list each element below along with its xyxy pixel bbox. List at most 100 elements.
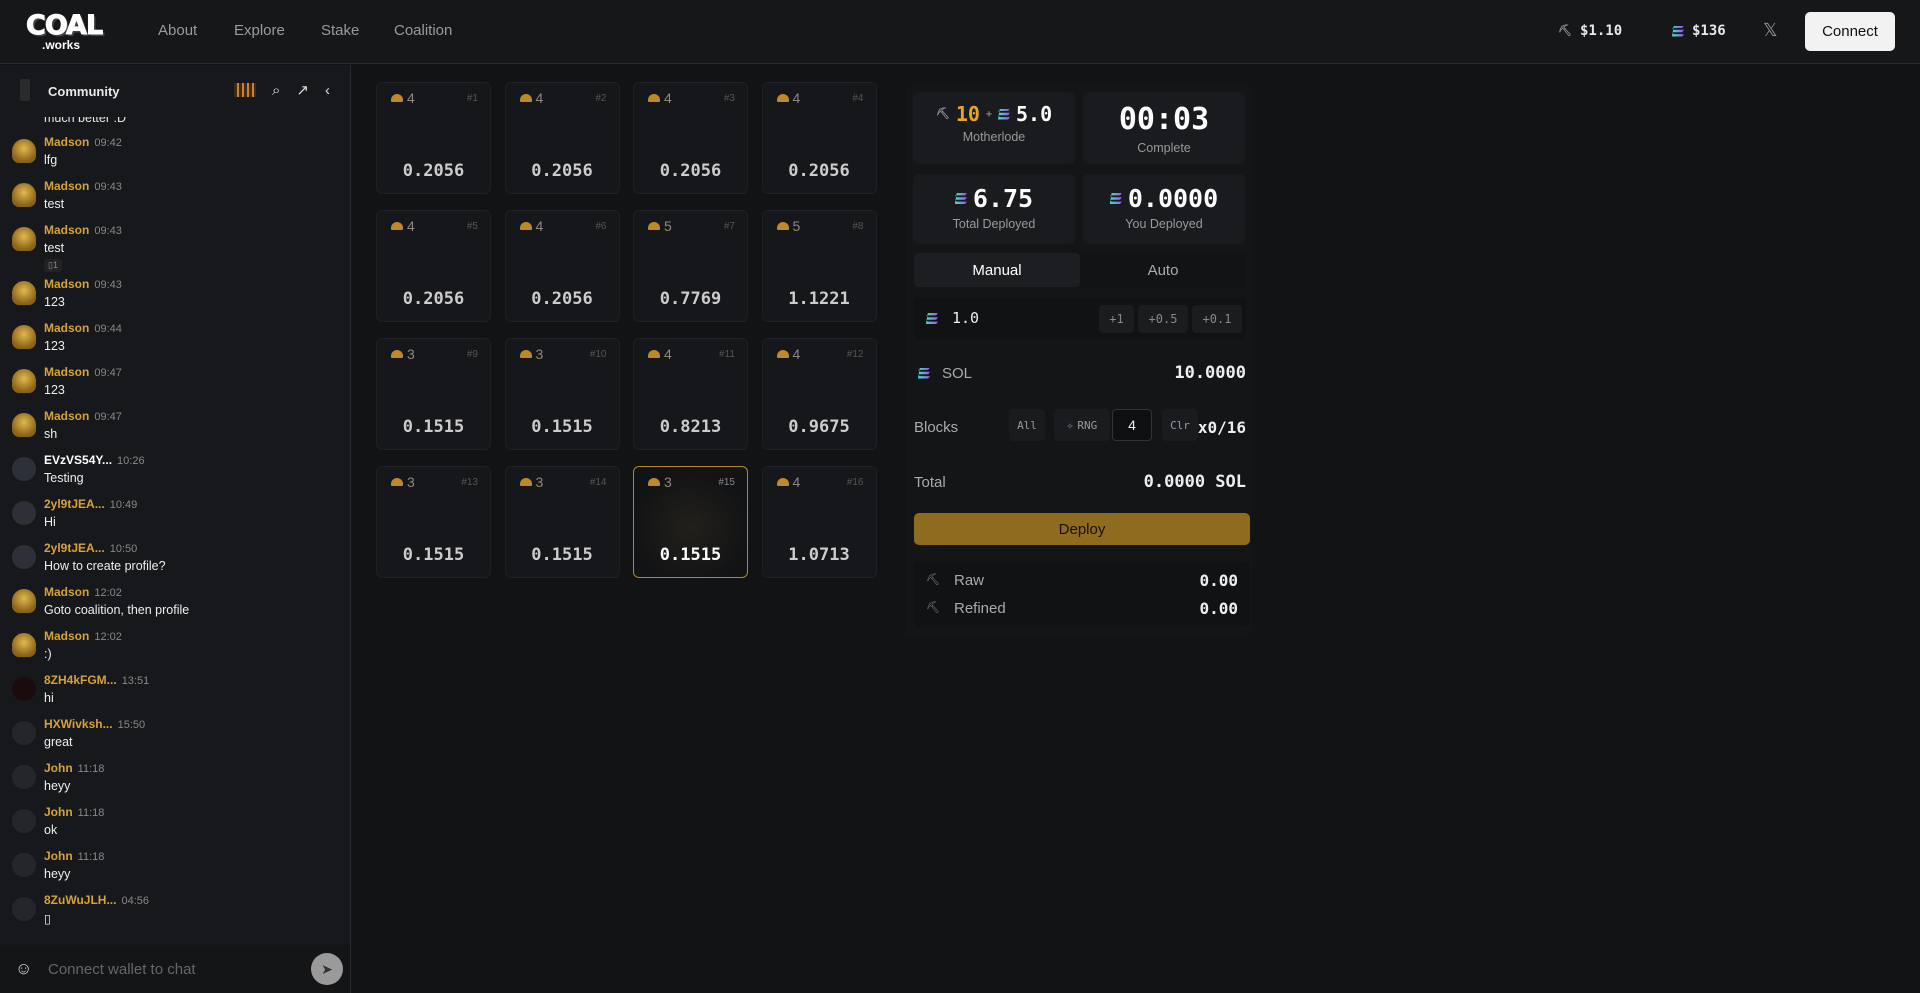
message-author[interactable]: 8ZuWuJLH... [44,893,117,907]
message-author[interactable]: John [44,805,73,819]
message-author[interactable]: Madson [44,321,90,335]
avatar[interactable] [12,721,36,745]
avatar[interactable] [12,809,36,833]
external-link-icon[interactable]: ↗ [296,82,309,99]
search-icon[interactable]: ⌕ [272,81,281,99]
block-tile[interactable]: 4 #1 0.2056 [376,82,491,194]
deploy-panel: ⛏ 10 + 5.0 Motherlode 00:03 Complete 6.7… [906,86,1252,636]
message-author[interactable]: Madson [44,585,90,599]
avatar[interactable] [12,227,36,251]
message-time: 10:49 [109,499,138,511]
message-author[interactable]: Madson [44,223,90,237]
add-0.5-button[interactable]: +0.5 [1138,305,1188,333]
block-tile[interactable]: 5 #8 1.1221 [761,210,877,322]
chat-message: John 11:18 ok [0,803,350,847]
x-logo-icon[interactable]: 𝕏 [1763,20,1778,40]
miner-helmet-icon [391,350,403,358]
nav-stake[interactable]: Stake [321,22,360,39]
message-author[interactable]: John [44,761,73,775]
message-time: 11:18 [77,763,105,775]
rng-button[interactable]: ✧ RNG [1054,409,1110,441]
rng-label: RNG [1077,418,1098,432]
avatar[interactable] [12,325,36,349]
chat-message: 8ZuWuJLH... 04:56 ▯ [0,891,350,935]
block-tile[interactable]: 4 #16 1.0713 [761,466,877,578]
block-tile[interactable]: 5 #7 0.7769 [633,210,748,322]
send-icon[interactable]: ➤ [311,953,343,985]
avatar[interactable] [12,139,36,163]
avatar[interactable] [12,457,36,481]
message-author[interactable]: 8ZH4kFGM... [44,673,117,687]
avatar[interactable] [12,677,36,701]
block-value: 0.1515 [531,417,593,437]
avatar[interactable] [12,897,36,921]
chat-message: John 11:18 heyy [0,847,350,891]
message-author[interactable]: EVzVS54Y... [44,453,113,467]
block-tile[interactable]: 4 #5 0.2056 [376,210,491,322]
avatar[interactable] [12,765,36,789]
avatar[interactable] [12,545,36,569]
nav-about[interactable]: About [158,22,198,39]
message-list[interactable]: much better :D Madson 09:42 lfg Madson 09:… [0,117,350,945]
coal-price-value: $1.10 [1580,23,1623,39]
avatar[interactable] [12,501,36,525]
avatar[interactable] [12,369,36,393]
block-tile[interactable]: 4 #12 0.9675 [761,338,877,450]
block-tile[interactable]: 4 #2 0.2056 [504,82,620,194]
message-author[interactable]: Madson [44,629,90,643]
block-value: 1.1221 [788,289,850,309]
block-tile[interactable]: 4 #6 0.2056 [504,210,620,322]
rng-count-input[interactable]: 4 [1112,409,1152,441]
message-author[interactable]: Madson [44,365,90,379]
block-tile[interactable]: 3 #13 0.1515 [376,466,491,578]
message-author[interactable]: 2yl9tJEA... [44,541,105,555]
block-tile[interactable]: 3 #10 0.1515 [504,338,620,450]
nav-explore[interactable]: Explore [234,22,285,39]
miner-helmet-icon [391,478,403,486]
block-tile[interactable]: 4 #11 0.8213 [633,338,748,450]
message-time: 09:44 [94,323,122,335]
block-tile[interactable]: 4 #4 0.2056 [761,82,877,194]
chat-message-input[interactable] [48,955,298,983]
tab-auto[interactable]: Auto [1147,261,1179,279]
message-author[interactable]: Madson [44,277,90,291]
message-time: 12:02 [94,587,122,599]
amount-value[interactable]: 1.0 [952,309,980,327]
coalition-banner-icon[interactable] [234,83,257,97]
avatar[interactable] [12,413,36,437]
block-tile[interactable]: 3 #9 0.1515 [376,338,491,450]
avatar[interactable] [12,589,36,613]
miner-count: 4 [792,346,801,362]
nav-coalition[interactable]: Coalition [394,22,453,39]
solana-icon [1109,193,1122,204]
tab-manual[interactable]: Manual [914,253,1080,287]
reaction-badge[interactable]: ▯1 [44,259,62,272]
clear-button[interactable]: Clr [1162,409,1198,441]
block-tile[interactable]: 3 #14 0.1515 [504,466,620,578]
select-all-button[interactable]: All [1009,409,1045,441]
block-value: 0.1515 [402,545,465,565]
deploy-button[interactable]: Deploy [914,513,1250,545]
emoji-icon[interactable]: ☺ [15,959,33,978]
add-0.1-button[interactable]: +0.1 [1192,305,1242,333]
avatar[interactable] [12,183,36,207]
message-author[interactable]: HXWivksh... [44,717,113,731]
coal-works-logo[interactable]: COAL .works [25,10,108,56]
miner-count: 4 [535,90,544,106]
connect-button[interactable]: Connect [1805,12,1895,51]
block-tile[interactable]: 4 #3 0.2056 [633,82,748,194]
avatar[interactable] [12,853,36,877]
chat-message: Madson 09:43 test [0,177,350,221]
message-author[interactable]: 2yl9tJEA... [44,497,105,511]
message-author[interactable]: Madson [44,179,90,193]
message-author[interactable]: John [44,849,73,863]
chevron-left-icon[interactable]: ‹ [325,81,330,99]
message-author[interactable]: Madson [44,409,90,423]
amount-input[interactable]: 1.0 +1 +0.5 +0.1 [914,298,1246,340]
avatar[interactable] [12,281,36,305]
block-tile[interactable]: 3 #15 0.1515 [633,466,748,578]
message-author[interactable]: Madson [44,135,90,149]
block-number: #12 [846,349,864,360]
add-1-button[interactable]: +1 [1099,305,1134,333]
avatar[interactable] [12,633,36,657]
